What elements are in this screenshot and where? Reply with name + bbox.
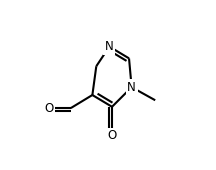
Text: N: N (127, 81, 136, 94)
Text: N: N (127, 81, 136, 94)
Text: N: N (105, 40, 114, 53)
Text: O: O (44, 102, 53, 115)
Text: O: O (107, 129, 117, 142)
